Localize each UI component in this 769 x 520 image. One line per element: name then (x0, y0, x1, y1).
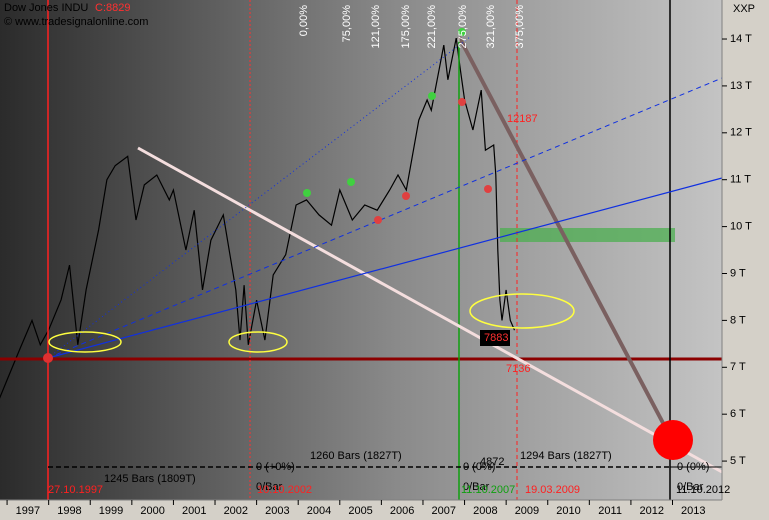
annotation: 1294 Bars (1827T) (520, 450, 612, 462)
level-label: 375,00% (514, 5, 526, 49)
highlight (469, 293, 575, 329)
trend-line (457, 36, 674, 441)
annotation: 12187 (507, 113, 538, 125)
y-tick-label: 11 T (730, 174, 751, 186)
annotation: 27.10.1997 (48, 484, 103, 496)
level-label: 275,00% (457, 5, 469, 49)
annotation: 11.10.2007 (461, 484, 515, 496)
annotation: 0 (+0%) (256, 461, 295, 473)
x-tick-label: 2002 (224, 505, 248, 517)
annotation: 1245 Bars (1809T) (104, 473, 196, 485)
pivot-marker (43, 353, 53, 363)
level-label: 175,00% (400, 5, 412, 49)
annotation: 0/Bar (677, 481, 704, 493)
annotation: 4872 (480, 456, 504, 468)
x-tick-label: 2001 (182, 505, 206, 517)
copyright: © www.tradesignalonline.com (4, 16, 148, 28)
target-marker (653, 420, 693, 460)
annotation: 0/Bar (463, 481, 490, 493)
buy-markers (303, 28, 466, 197)
x-tick-label: 2000 (140, 505, 164, 517)
annotation: 1260 Bars (1827T) (310, 450, 402, 462)
trend-line (47, 36, 471, 359)
annotation: 10.10.2002 (257, 484, 312, 496)
x-tick-label: 2007 (432, 505, 456, 517)
sell-markers (374, 98, 492, 224)
symbol-name: Dow Jones INDU (4, 2, 88, 14)
highlight (48, 331, 122, 353)
scale-label: XXP (733, 3, 755, 15)
y-tick-label: 8 T (730, 314, 746, 326)
x-tick-label: 2004 (307, 505, 331, 517)
zone (500, 228, 675, 242)
x-tick-label: 1999 (99, 505, 123, 517)
annotation: 0/Bar (256, 481, 283, 493)
y-tick-label: 12 T (730, 127, 752, 139)
x-tick-label: 2012 (639, 505, 663, 517)
x-tick-label: 2010 (556, 505, 580, 517)
x-tick-label: 2013 (681, 505, 705, 517)
annotation: 0 (0%) (677, 461, 709, 473)
x-tick-label: 2006 (390, 505, 414, 517)
y-tick-label: 10 T (730, 221, 752, 233)
x-tick-label: 2008 (473, 505, 497, 517)
plot-area (0, 0, 722, 500)
y-tick-label: 5 T (730, 455, 746, 467)
level-label: 0,00% (298, 5, 310, 36)
x-tick-label: 2003 (265, 505, 289, 517)
annotation: 0 (0%) (463, 461, 495, 473)
level-label: 321,00% (485, 5, 497, 49)
annotation: 19.03.2009 (525, 484, 580, 496)
annotation: 7136 (506, 363, 530, 375)
x-tick-label: 1998 (57, 505, 81, 517)
label-box (480, 330, 510, 346)
level-label: 221,00% (426, 5, 438, 49)
annotation: 11.10.2012 (676, 484, 730, 496)
trend-line (47, 177, 723, 359)
y-tick-label: 9 T (730, 267, 746, 279)
x-tick-label: 1997 (16, 505, 40, 517)
y-tick-label: 7 T (730, 361, 746, 373)
close-value: C:8829 (95, 2, 130, 14)
y-tick-label: 13 T (730, 80, 752, 92)
level-label: 75,00% (341, 5, 353, 43)
y-axis-panel (722, 0, 769, 520)
price-line (0, 37, 516, 399)
drawing-tools (0, 0, 723, 500)
trend-line (137, 146, 723, 474)
x-tick-label: 2009 (515, 505, 539, 517)
level-label: 121,00% (370, 5, 382, 49)
trend-line (47, 77, 723, 359)
x-axis-panel (0, 500, 769, 520)
y-tick-label: 14 T (730, 33, 752, 45)
y-tick-label: 6 T (730, 408, 746, 420)
price-label: 7883 (484, 332, 508, 344)
x-tick-label: 2005 (348, 505, 372, 517)
x-tick-label: 2011 (598, 505, 622, 517)
highlight (228, 331, 288, 353)
